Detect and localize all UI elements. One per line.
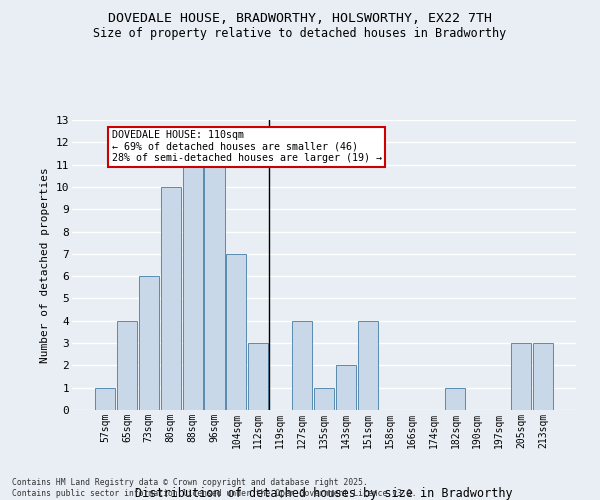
Bar [182, 164, 203, 410]
Text: DOVEDALE HOUSE: 110sqm
← 69% of detached houses are smaller (46)
28% of semi-det: DOVEDALE HOUSE: 110sqm ← 69% of detached… [112, 130, 382, 163]
Y-axis label: Number of detached properties: Number of detached properties [40, 167, 50, 363]
Bar [205, 164, 224, 410]
Bar [95, 388, 115, 410]
Bar [511, 343, 531, 410]
Bar [292, 321, 312, 410]
Bar [314, 388, 334, 410]
Bar [161, 187, 181, 410]
Bar [445, 388, 466, 410]
Text: DOVEDALE HOUSE, BRADWORTHY, HOLSWORTHY, EX22 7TH: DOVEDALE HOUSE, BRADWORTHY, HOLSWORTHY, … [108, 12, 492, 26]
Text: Size of property relative to detached houses in Bradworthy: Size of property relative to detached ho… [94, 28, 506, 40]
Bar [117, 321, 137, 410]
Bar [336, 366, 356, 410]
Bar [358, 321, 378, 410]
Bar [139, 276, 159, 410]
X-axis label: Distribution of detached houses by size in Bradworthy: Distribution of detached houses by size … [135, 487, 513, 500]
Bar [248, 343, 268, 410]
Bar [226, 254, 247, 410]
Bar [533, 343, 553, 410]
Text: Contains HM Land Registry data © Crown copyright and database right 2025.
Contai: Contains HM Land Registry data © Crown c… [12, 478, 416, 498]
